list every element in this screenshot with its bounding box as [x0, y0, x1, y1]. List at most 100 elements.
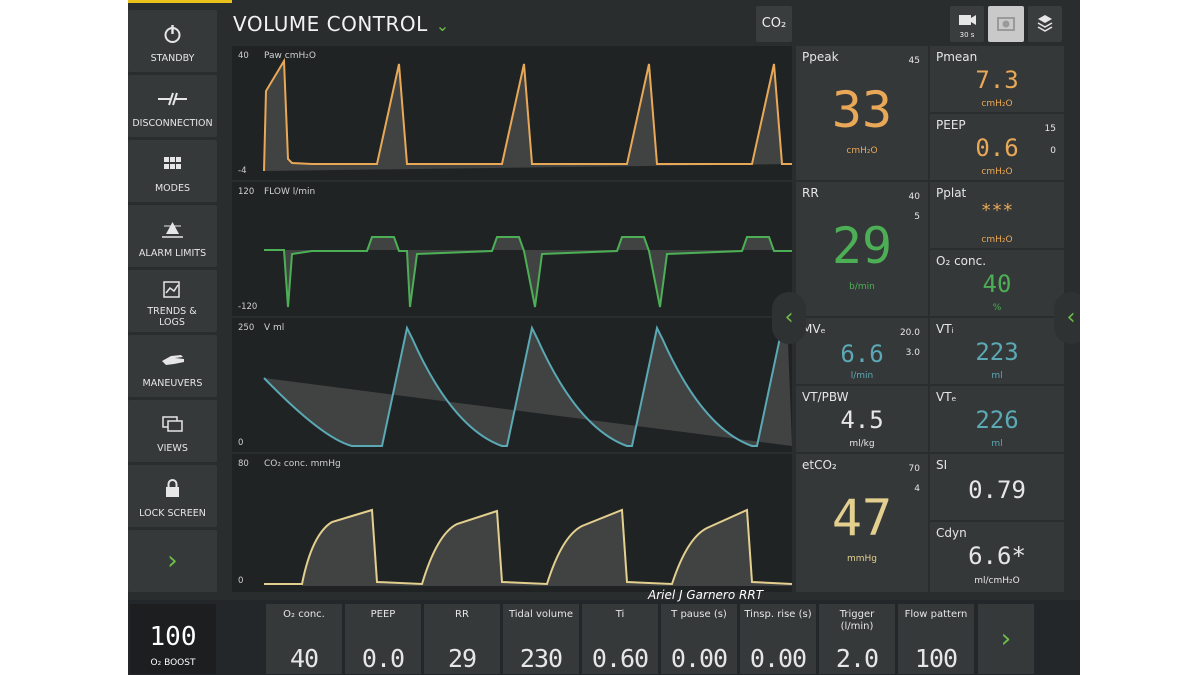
lock-icon — [166, 479, 179, 497]
tile-peep[interactable]: PEEP 15 0 0.6 cmH₂O — [930, 114, 1064, 180]
tile-o2[interactable]: O₂ conc. 40 % — [930, 250, 1064, 316]
snapshot-button[interactable] — [988, 6, 1024, 42]
chevron-left-icon: ‹ — [784, 305, 794, 330]
co2-button[interactable]: CO₂ — [756, 6, 792, 42]
tile-value: 29 — [831, 217, 893, 275]
tile-name: SI — [936, 458, 948, 472]
tile-name: VTₑ — [936, 390, 957, 404]
tile-value: 47 — [831, 489, 893, 547]
o2-boost-button[interactable]: 100 O₂ BOOST — [130, 604, 216, 674]
tile-name: VT/PBW — [802, 390, 849, 404]
setting-rr[interactable]: RR 29 — [424, 604, 500, 674]
alarm-icon — [162, 222, 183, 238]
sidebar-item-disconnection[interactable]: DISCONNECTION — [128, 75, 217, 137]
flow-axis-min: -120 — [238, 302, 258, 312]
sidebar-item-alarm-limits[interactable]: ALARM LIMITS — [128, 205, 217, 267]
layers-button[interactable] — [1028, 6, 1062, 42]
setting-peep[interactable]: PEEP 0.0 — [345, 604, 421, 674]
co2-label: CO₂ conc. mmHg — [264, 459, 341, 469]
tile-name: O₂ conc. — [936, 254, 987, 268]
pressure-label: Paw cmH₂O — [264, 51, 316, 61]
more-settings-button[interactable]: › — [978, 604, 1034, 674]
setting-value: 0.00 — [670, 644, 728, 673]
setting-ti[interactable]: Ti 0.60 — [582, 604, 658, 674]
tile-etco2[interactable]: etCO₂ 70 4 47 mmHg — [796, 454, 928, 592]
tile-unit: ml — [991, 439, 1003, 449]
pressure-waveform: Paw cmH₂O 40 -4 — [232, 46, 792, 180]
tile-name: MVₑ — [802, 322, 826, 336]
tile-value: *** — [980, 200, 1014, 221]
setting-name: O₂ conc. — [283, 609, 325, 620]
setting-name: Flow pattern — [904, 609, 968, 620]
sidebar-item-modes[interactable]: MODES — [128, 140, 217, 202]
tile-ppeak[interactable]: Ppeak 45 33 cmH₂O — [796, 46, 928, 180]
sidebar-item-label: ALARM LIMITS — [138, 248, 207, 259]
tile-unit: cmH₂O — [981, 99, 1013, 109]
tile-value: 6.6 — [840, 340, 884, 368]
views-icon — [162, 416, 183, 432]
page-title[interactable]: VOLUME CONTROL ⌄ — [233, 12, 450, 36]
setting-tinsp-rise[interactable]: Tinsp. rise (s) 0.00 — [740, 604, 816, 674]
chevron-left-icon: ‹ — [1066, 305, 1076, 330]
tile-value: 33 — [831, 81, 893, 139]
tile-vte[interactable]: VTₑ 226 ml — [930, 386, 1064, 452]
volume-label: V ml — [264, 323, 285, 333]
sidebar-item-label: VIEWS — [157, 443, 188, 454]
settings-bar: 100 O₂ BOOST O₂ conc. 40 PEEP 0.0 RR 29 Tid… — [128, 600, 1080, 675]
setting-tidal-volume[interactable]: Tidal volume 230 — [503, 604, 579, 674]
ventilator-screen: STANDBY DISCONNECTION MODES ALARM LIMITS… — [128, 0, 1080, 675]
tile-limit: 45 — [908, 56, 920, 66]
sidebar-item-maneuvers[interactable]: MANEUVERS — [128, 335, 217, 397]
sidebar-item-label: MODES — [154, 183, 191, 194]
grid-icon — [164, 157, 181, 169]
tile-pmean[interactable]: Pmean 7.3 cmH₂O — [930, 46, 1064, 112]
tile-mve[interactable]: MVₑ 20.0 3.0 6.6 l/min — [796, 318, 928, 384]
sidebar-item-trends-logs[interactable]: TRENDS & LOGS — [128, 270, 217, 332]
tile-cdyn[interactable]: Cdyn 6.6* ml/cmH₂O — [930, 522, 1064, 592]
tile-unit: % — [992, 303, 1002, 313]
sidebar-item-lock-screen[interactable]: LOCK SCREEN — [128, 465, 217, 527]
tile-limit-low: 5 — [914, 212, 920, 222]
sidebar-item-label: TRENDS & LOGS — [147, 306, 197, 328]
volume-axis-max: 250 — [238, 323, 255, 333]
setting-o2-conc[interactable]: O₂ conc. 40 — [266, 604, 342, 674]
tile-limit-low: 4 — [914, 484, 920, 494]
video-record-button[interactable]: 30 s — [950, 6, 984, 42]
setting-name: Trigger (l/min) — [839, 609, 875, 632]
tile-rr[interactable]: RR 40 5 29 b/min — [796, 182, 928, 316]
power-icon — [164, 25, 181, 43]
sidebar-item-views[interactable]: VIEWS — [128, 400, 217, 462]
layers-icon — [1037, 15, 1053, 32]
setting-value: 0.0 — [361, 644, 405, 673]
tile-name: etCO₂ — [802, 458, 837, 472]
setting-value: 40 — [289, 644, 319, 673]
video-camera-icon — [959, 15, 976, 25]
setting-name: T pause (s) — [671, 609, 727, 620]
tile-pplat[interactable]: Pplat *** cmH₂O — [930, 182, 1064, 248]
tile-unit: ml/kg — [849, 439, 875, 449]
sidebar-item-standby[interactable]: STANDBY — [128, 10, 217, 72]
tile-vti[interactable]: VTᵢ 223 ml — [930, 318, 1064, 384]
tile-limit-low: 3.0 — [905, 348, 920, 358]
setting-value: 29 — [447, 644, 477, 673]
setting-name: Tinsp. rise (s) — [744, 609, 812, 620]
flow-curve — [264, 236, 792, 308]
video-duration: 30 s — [959, 31, 975, 39]
setting-flow-pattern[interactable]: Flow pattern 100 — [898, 604, 974, 674]
sidebar-more-button[interactable]: › — [128, 530, 217, 592]
tile-value: 223 — [975, 338, 1019, 366]
tile-unit: ml — [991, 371, 1003, 381]
setting-value: 230 — [519, 644, 563, 673]
tile-limit-high: 15 — [1044, 124, 1056, 134]
setting-trigger[interactable]: Trigger (l/min) 2.0 — [819, 604, 895, 674]
expand-panel-button[interactable]: ‹ — [1054, 292, 1080, 344]
sidebar-item-label: DISCONNECTION — [132, 118, 213, 129]
tile-unit: cmH₂O — [981, 235, 1013, 245]
setting-t-pause[interactable]: T pause (s) 0.00 — [661, 604, 737, 674]
collapse-values-button[interactable]: ‹ — [772, 292, 806, 344]
co2-axis-max: 80 — [238, 459, 249, 469]
tile-unit: ml/cmH₂O — [974, 576, 1020, 586]
tile-vtpbw[interactable]: VT/PBW 4.5 ml/kg — [796, 386, 928, 452]
tile-si[interactable]: SI 0.79 — [930, 454, 1064, 520]
tile-value: 226 — [975, 406, 1019, 434]
